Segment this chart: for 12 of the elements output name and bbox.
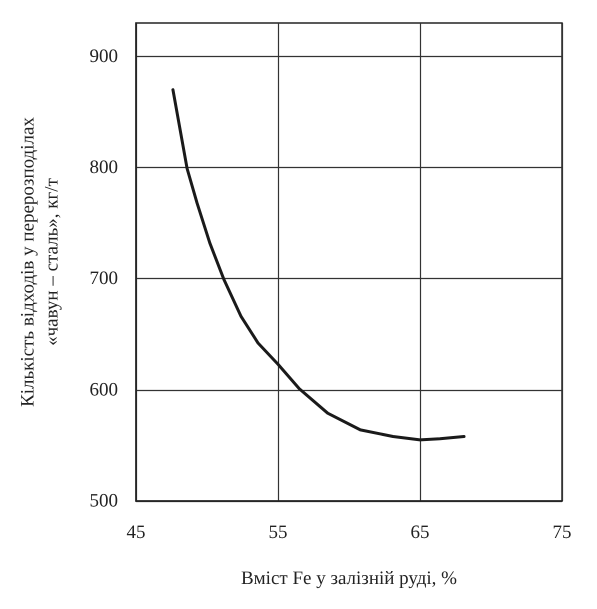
x-tick-label: 65 — [410, 522, 430, 543]
y-tick-label: 800 — [90, 157, 118, 178]
line-series — [171, 88, 466, 442]
y-tick-label: 500 — [90, 490, 118, 512]
x-axis-title: Вміст Fe у залізній руді, % — [240, 568, 458, 589]
y-tick-label: 900 — [90, 46, 118, 67]
x-tick-label: 55 — [268, 522, 288, 543]
x-tick-label: 75 — [552, 522, 572, 543]
y-axis-title: Кількість відходів у перерозподілах «чавун – сталь», кг/т — [18, 116, 62, 407]
y-tick-label: 700 — [90, 268, 118, 290]
x-tick-label: 45 — [126, 522, 146, 543]
y-tick-label: 600 — [90, 379, 118, 400]
